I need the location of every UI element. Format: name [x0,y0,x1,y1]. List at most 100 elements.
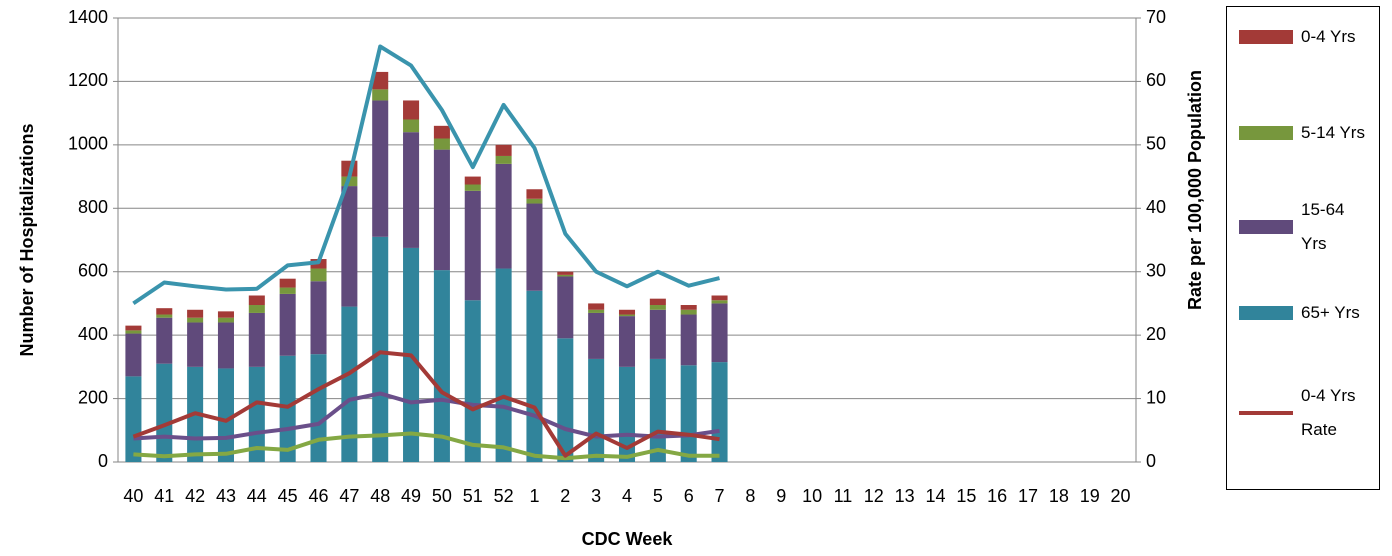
y-tick-label: 800 [78,197,108,217]
x-tick-label: 13 [895,486,915,506]
bar-segment [248,305,265,313]
x-tick-label: 48 [370,486,390,506]
line-series [132,350,720,458]
x-axis-title: CDC Week [582,529,674,549]
bar-segment [464,184,481,191]
x-tick-label: 8 [745,486,755,506]
y-tick-label: 1400 [68,7,108,27]
bar-segment [433,125,450,139]
x-tick-label: 46 [308,486,328,506]
y-tick-label: 200 [78,387,108,407]
bar-segment [156,308,173,315]
bar-segment [557,271,574,275]
bar-segment [433,138,450,150]
x-tick-label: 50 [432,486,452,506]
bar-segment [464,190,481,301]
bar-segment [618,314,636,317]
bar-segment [495,144,512,156]
x-tick-label: 15 [956,486,976,506]
bar-segment [187,317,204,323]
line-series [132,44,720,306]
x-tick-label: 1 [529,486,539,506]
bar-segment [156,363,173,462]
legend-item: 15-64 Yrs [1227,197,1381,257]
bar-segment [125,325,142,331]
legend-marker [1239,30,1293,44]
y2-tick-label: 70 [1146,7,1166,27]
y2-tick-label: 50 [1146,134,1166,154]
bar-segment [557,274,574,277]
bar-segment [248,366,265,462]
bar-segment [618,309,636,315]
bar-segment [310,268,327,282]
bar-segment [618,316,636,367]
bar-segment [403,100,420,120]
bar-segment [310,354,327,462]
x-tick-label: 6 [684,486,694,506]
bar-segment [557,276,574,339]
bar-segment [680,365,697,462]
x-tick-label: 5 [653,486,663,506]
legend-label: 0-4 Yrs Rate [1301,386,1356,439]
x-tick-label: 4 [622,486,632,506]
bar-segment [711,295,728,301]
legend-marker [1239,220,1293,234]
x-tick-label: 10 [802,486,822,506]
x-tick-label: 14 [925,486,945,506]
bar-segment [649,309,666,359]
legend-swatch [1239,126,1293,140]
bar-segment [588,309,605,313]
bar-segment [464,300,481,462]
bar-segment [372,236,389,462]
legend-marker [1239,126,1293,140]
bar-segment [711,362,728,462]
bar-segment [433,270,450,462]
bar-segment [588,312,605,359]
bar-segment [711,303,728,363]
y-axis-title: Number of Hospitalizations [17,123,37,356]
bar-segment [341,306,358,462]
x-tick-label: 51 [463,486,483,506]
bar-segment [588,303,605,310]
bar-segment [372,89,389,101]
bar-segment [217,322,234,369]
x-tick-label: 18 [1049,486,1069,506]
x-tick-label: 44 [247,486,267,506]
legend-swatch [1239,411,1293,415]
x-tick-label: 20 [1111,486,1131,506]
bar-segment [680,305,697,310]
y2-tick-label: 40 [1146,197,1166,217]
y-tick-label: 0 [98,451,108,471]
bar-segment [495,163,512,269]
legend-item: 0-4 Yrs [1227,7,1381,67]
bar-segment [187,322,204,367]
legend: 0-4 Yrs 5-14 Yrs 15-64 Yrs 65+ Yrs 0-4 Yrs R… [1226,6,1380,490]
legend-swatch [1239,220,1293,234]
x-tick-label: 7 [715,486,725,506]
x-tick-label: 49 [401,486,421,506]
y2-tick-label: 10 [1146,387,1166,407]
bar-segment [341,186,358,307]
bar-segment [248,295,265,306]
bar-segment [588,358,605,462]
bar-segment [248,312,265,367]
bar-segment [403,132,420,248]
x-tick-label: 12 [864,486,884,506]
bar-segment [433,149,450,271]
bar-segment [279,287,296,294]
y2-axis-title: Rate per 100,000 Population [1185,70,1205,310]
x-tick-label: 3 [591,486,601,506]
bar-segment [618,366,636,462]
x-tick-label: 52 [494,486,514,506]
y2-tick-label: 30 [1146,260,1166,280]
legend-label: 15-64 Yrs [1301,200,1345,253]
bar-segment [526,189,543,199]
bar-segment [279,278,296,288]
bar-segment [680,309,697,315]
legend-label: 0-4 Yrs [1301,27,1356,46]
y-tick-label: 600 [78,260,108,280]
bar-segment [495,268,512,462]
legend-swatch [1239,306,1293,320]
y2-tick-label: 60 [1146,70,1166,90]
